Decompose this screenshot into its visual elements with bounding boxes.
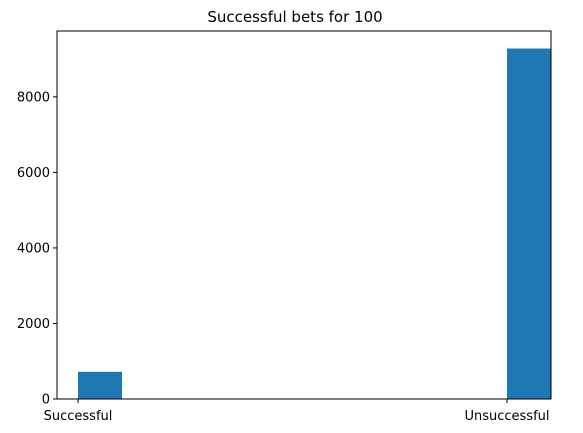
bar-successful — [78, 371, 122, 399]
y-tick-label: 8000 — [17, 90, 50, 105]
bar-unsuccessful — [507, 48, 551, 400]
axes-layer: 0 2000 4000 6000 8000 Successful Unsuccessful — [17, 30, 552, 424]
axes-frame — [56, 30, 552, 400]
bars-layer — [78, 48, 551, 400]
y-tick-label: 2000 — [17, 317, 50, 332]
y-tick-label: 4000 — [17, 241, 50, 256]
chart-title: Successful bets for 100 — [207, 8, 382, 26]
x-tick-label-successful: Successful — [44, 409, 113, 424]
y-tick-label: 0 — [42, 393, 50, 408]
x-tick-label-unsuccessful: Unsuccessful — [464, 409, 549, 424]
y-tick-label: 6000 — [17, 166, 50, 181]
